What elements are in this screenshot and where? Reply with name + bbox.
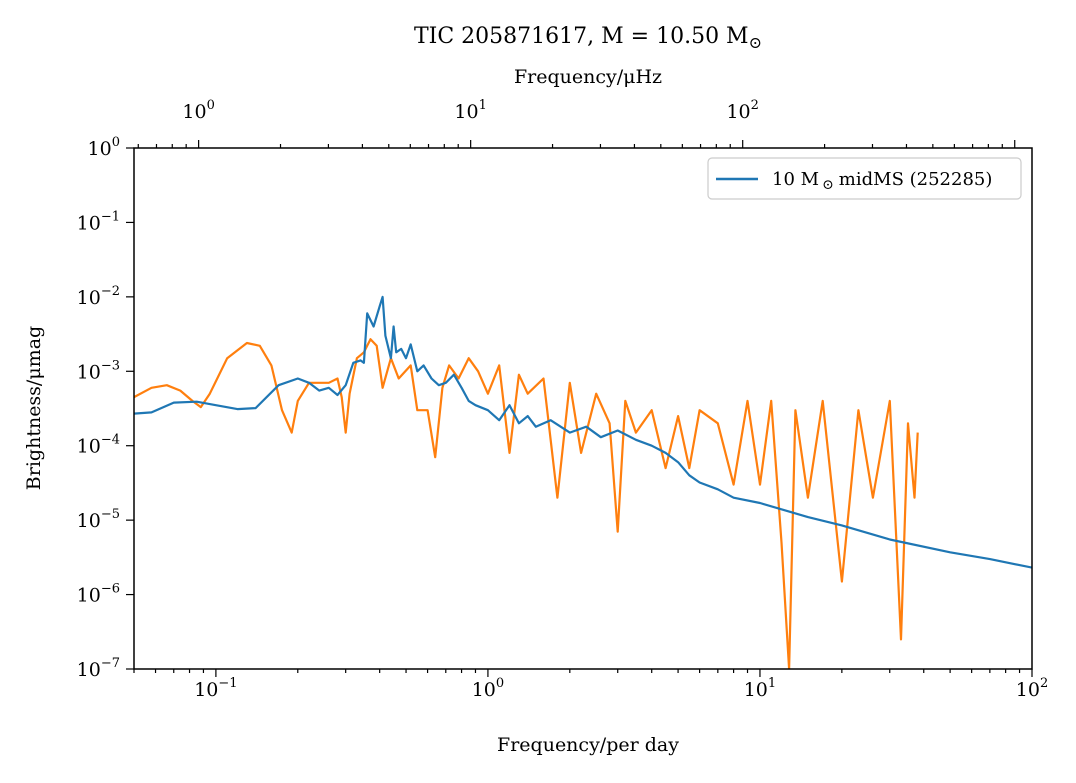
legend: 10 M ⊙ midMS (252285) bbox=[707, 157, 1022, 200]
plot-frame bbox=[133, 147, 1033, 670]
y-tick-label: 10−1 bbox=[77, 209, 120, 234]
y-tick-label: 10−7 bbox=[77, 656, 120, 681]
legend-box bbox=[707, 157, 1022, 200]
x-tick-label: 10−1 bbox=[194, 676, 237, 701]
top-x-tick-label: 102 bbox=[726, 98, 758, 123]
y-axis-label: Brightness/μmag bbox=[23, 326, 45, 490]
x-axis-label: Frequency/per day bbox=[497, 734, 679, 756]
series-line-2 bbox=[134, 338, 919, 669]
x-tick-label: 100 bbox=[472, 676, 504, 701]
top-x-tick-label: 101 bbox=[454, 98, 486, 123]
series-line-1 bbox=[134, 295, 1032, 569]
y-tick-label: 100 bbox=[88, 135, 120, 160]
top-x-axis-label: Frequency/μHz bbox=[514, 66, 662, 88]
chart-title: TIC 205871617, M = 10.50 M⊙ bbox=[414, 24, 762, 52]
tick-layer: 10−1 100 101 102 100 101 102 100 10−1 10−2 10−3 10−… bbox=[77, 98, 1049, 701]
legend-label: 10 M ⊙ midMS (252285) bbox=[772, 169, 992, 193]
series-layer bbox=[134, 295, 1032, 669]
top-x-tick-label: 100 bbox=[182, 98, 214, 123]
x-tick-label: 102 bbox=[1016, 676, 1048, 701]
y-tick-label: 10−3 bbox=[77, 358, 120, 383]
x-tick-label: 101 bbox=[744, 676, 776, 701]
y-tick-label: 10−2 bbox=[77, 284, 120, 309]
y-tick-label: 10−6 bbox=[77, 582, 120, 607]
y-tick-label: 10−5 bbox=[77, 507, 120, 532]
y-tick-label: 10−4 bbox=[77, 433, 120, 458]
